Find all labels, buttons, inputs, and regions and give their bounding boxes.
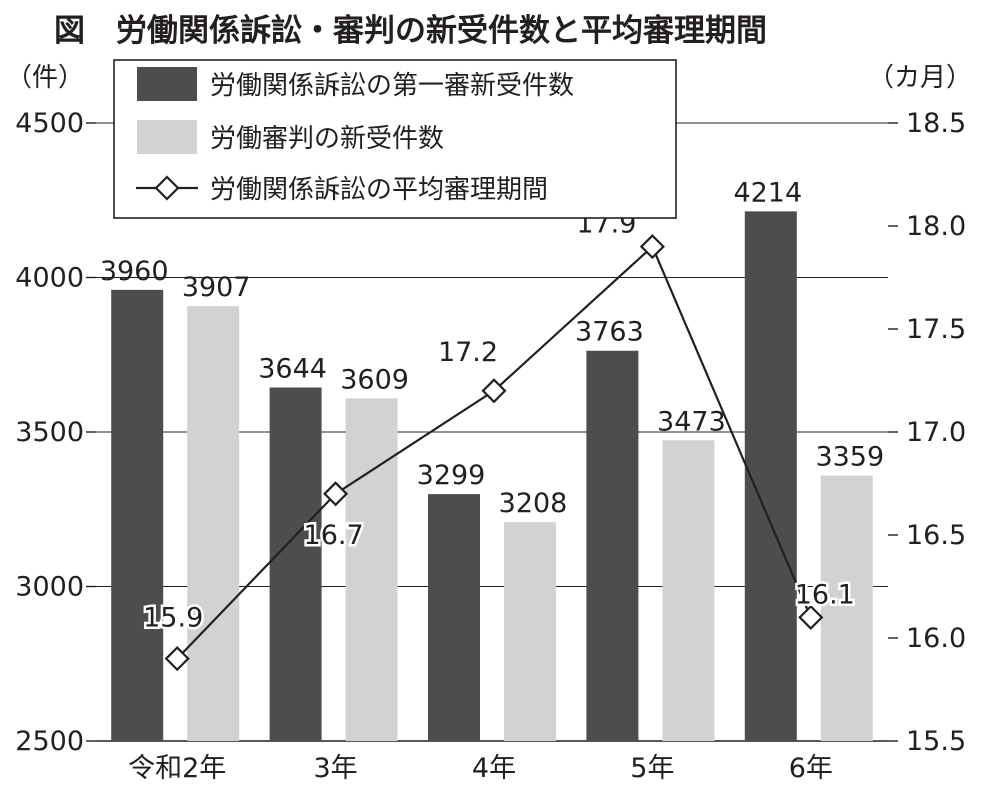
legend-label-3: 労働関係訴訟の平均審理期間: [210, 175, 548, 205]
line-point-4: [639, 234, 665, 260]
left-tick-label-4500: 4500: [15, 108, 84, 139]
bar-label-s2-5: 3359: [815, 442, 884, 473]
category-label-1: 令和2年: [128, 753, 226, 784]
bar-s2-1: [187, 306, 240, 741]
bar-series: [111, 211, 873, 741]
legend-diamond: [154, 175, 180, 201]
bar-label-s1-5: 4214: [733, 177, 802, 208]
line-point-3: [481, 378, 507, 404]
bar-label-s1-4: 3763: [575, 317, 644, 348]
line-label-1: 15.9: [143, 603, 203, 634]
bar-s1-3: [428, 494, 480, 741]
bar-label-s2-4: 3473: [657, 406, 726, 437]
legend-label-1: 労働関係訴訟の第一審新受件数: [210, 71, 574, 101]
bar-label-s1-2: 3644: [258, 354, 327, 385]
bar-s1-1: [111, 289, 164, 741]
bar-s1-4: [586, 350, 639, 741]
right-axis-unit: （カ月）: [868, 63, 972, 93]
bar-label-s2-3: 3208: [499, 488, 568, 519]
bar-s2-5: [820, 475, 873, 741]
data-labels: 3960 3644 3299 3763 4214 3907 3609 3208 3473 3359…: [100, 177, 884, 636]
line-series: [164, 234, 824, 672]
line-label-3: 17.2: [438, 337, 498, 368]
left-axis-unit: （件）: [6, 63, 84, 93]
left-tick-label-2500: 2500: [15, 726, 84, 757]
bar-label-s2-1: 3907: [182, 272, 251, 303]
category-label-4: 5年: [630, 753, 674, 784]
bar-s2-3: [504, 522, 556, 741]
bar-s2-2: [345, 398, 398, 741]
line-point-5: [798, 604, 824, 630]
legend-swatch-2: [137, 120, 197, 154]
bar-label-s1-3: 3299: [417, 460, 486, 491]
right-tick-label-17-5: 17.5: [906, 314, 966, 345]
bar-label-s2-2: 3609: [340, 364, 409, 395]
category-labels: 令和2年 3年 4年 5年 6年: [128, 753, 833, 784]
right-tick-label-16-5: 16.5: [906, 520, 966, 551]
chart-title: 図 労働関係訴訟・審判の新受件数と平均審理期間: [54, 13, 767, 49]
right-tick-label-15-5: 15.5: [906, 726, 966, 757]
bar-s1-2: [269, 387, 322, 741]
legend-label-2: 労働審判の新受件数: [210, 124, 444, 154]
left-tick-label-4000: 4000: [15, 263, 84, 294]
bar-s2-4: [662, 440, 715, 741]
line-label-2: 16.7: [304, 520, 364, 551]
right-tick-label-18: 18.0: [906, 211, 966, 242]
category-label-2: 3年: [314, 753, 358, 784]
line-label-5: 16.1: [795, 579, 855, 610]
category-label-3: 4年: [472, 753, 516, 784]
right-tick-label-17: 17.0: [906, 417, 966, 448]
line-point-1: [164, 646, 190, 672]
legend-box: [113, 59, 677, 219]
right-tick-label-16: 16.0: [906, 623, 966, 654]
bar-label-s1-1: 3960: [100, 256, 169, 287]
category-label-5: 6年: [789, 753, 833, 784]
right-axis-ticks: 18.5 18.0 17.5 17.0 16.5 16.0 15.5: [888, 108, 966, 757]
right-tick-label-18-5: 18.5: [906, 108, 966, 139]
left-tick-label-3500: 3500: [15, 417, 84, 448]
bar-s1-5: [744, 211, 797, 741]
left-tick-label-3000: 3000: [15, 572, 84, 603]
left-axis-ticks: 4500 4000 3500 3000 2500: [15, 108, 96, 757]
legend-swatch-1: [137, 67, 197, 101]
line-point-2: [323, 481, 349, 507]
